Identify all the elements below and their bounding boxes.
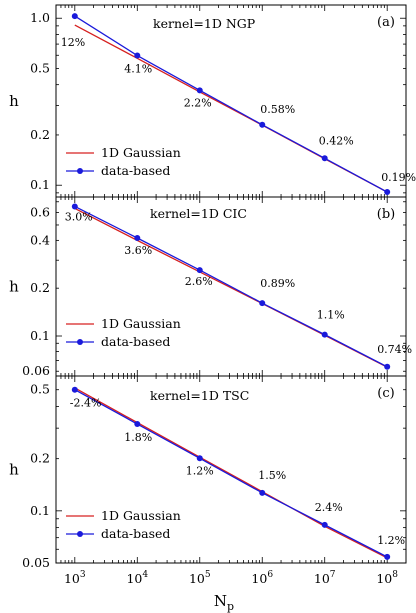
x-axis-label: Np — [214, 592, 234, 613]
kernel-label: kernel=1D TSC — [150, 388, 249, 403]
y-tick-label: 0.2 — [30, 280, 50, 295]
panel-tag: (c) — [377, 386, 394, 401]
x-tick-label: 103 — [64, 570, 86, 586]
y-tick-label: 0.1 — [30, 177, 50, 192]
y-tick-label: 1.0 — [30, 10, 50, 25]
data-point — [259, 489, 266, 496]
legend-label: data-based — [101, 526, 170, 541]
y-tick-label: 0.1 — [30, 328, 50, 343]
x-tick-exponent: 5 — [205, 570, 211, 580]
data-point — [259, 121, 266, 128]
legend-label: data-based — [101, 163, 170, 178]
panel-2: 0.6 0.4 0.2 0.1 0.06 h kernel=1D CIC (b) 3.0% 3.6… — [9, 196, 412, 378]
x-tick-label: 104 — [126, 570, 148, 586]
data-point — [196, 455, 203, 462]
data-point — [384, 553, 391, 560]
y-tick-label: 0.1 — [30, 503, 50, 518]
annotation-label: 1.2% — [186, 464, 214, 477]
series-line-data-based — [74, 389, 388, 558]
data-point — [384, 363, 391, 370]
annotation-label: 0.58% — [260, 103, 295, 116]
annotation-label: -2.4% — [70, 397, 102, 410]
x-axis-label-subscript: p — [227, 600, 234, 613]
panel-3: 0.5 0.2 0.1 0.05 h kernel=1D TSC (c) -2.4% 1.8% 1… — [9, 375, 407, 613]
series-line-gaussian — [74, 387, 388, 559]
y-tick-label: 0.4 — [30, 232, 50, 247]
x-tick-exponent: 3 — [80, 570, 86, 580]
series-line-data-based — [74, 205, 388, 368]
x-tick-exponent: 6 — [267, 570, 273, 580]
y-tick-label: 0.5 — [30, 60, 50, 75]
data-point — [71, 386, 78, 393]
annotation-label: 3.6% — [124, 244, 152, 257]
panel-tag: (a) — [377, 15, 395, 30]
annotation-label: 1.1% — [317, 309, 345, 322]
panel-1: 1.0 0.5 0.2 0.1 h kernel=1D NGP (a) 12% 4.1% 2.2%… — [9, 4, 416, 198]
annotation-label: 0.42% — [319, 134, 354, 147]
annotation-label: 1.8% — [124, 431, 152, 444]
legend-label: 1D Gaussian — [101, 145, 181, 160]
y-tick-label: 0.5 — [30, 382, 50, 397]
legend-label: 1D Gaussian — [101, 316, 181, 331]
annotation-label: 4.1% — [124, 63, 152, 76]
y-tick-label: 0.05 — [22, 555, 50, 570]
annotation-label: 2.6% — [185, 275, 213, 288]
annotation-label: 1.5% — [258, 469, 286, 482]
legend-marker — [77, 339, 83, 345]
data-point — [134, 52, 141, 59]
annotation-label: 0.89% — [260, 277, 295, 290]
x-tick-label: 108 — [376, 570, 398, 586]
kernel-label: kernel=1D CIC — [150, 206, 247, 221]
data-point — [321, 331, 328, 338]
legend-marker — [77, 168, 83, 174]
legend-label: data-based — [101, 334, 170, 349]
annotation-label: 12% — [61, 36, 85, 49]
annotation-label: 2.2% — [184, 96, 212, 109]
legend-marker — [77, 531, 83, 537]
series-line-data-based — [74, 15, 388, 193]
y-tick-label: 0.6 — [30, 204, 50, 219]
data-point — [196, 87, 203, 94]
data-point — [71, 203, 78, 210]
legend-label: 1D Gaussian — [101, 508, 181, 523]
x-tick-exponent: 4 — [142, 570, 148, 580]
data-point — [321, 521, 328, 528]
kernel-label: kernel=1D NGP — [153, 16, 255, 31]
data-point — [259, 300, 266, 307]
y-axis-label: h — [9, 461, 19, 479]
data-point — [134, 421, 141, 428]
annotation-label: 3.0% — [65, 210, 93, 223]
x-tick-exponent: 8 — [392, 570, 398, 580]
data-point — [384, 189, 391, 196]
annotation-label: 0.74% — [377, 343, 412, 356]
data-point — [134, 234, 141, 241]
x-tick-exponent: 7 — [330, 570, 336, 580]
data-point — [196, 267, 203, 274]
x-tick-label: 105 — [189, 570, 211, 586]
x-tick-label: 106 — [251, 570, 273, 586]
y-axis-label: h — [9, 92, 19, 110]
y-axis-label: h — [9, 278, 19, 296]
y-tick-label: 0.2 — [30, 127, 50, 142]
data-point — [321, 155, 328, 162]
y-tick-label: 0.06 — [22, 363, 50, 378]
x-tick-label: 107 — [314, 570, 336, 586]
panel-frame — [55, 375, 407, 564]
annotation-label: 0.19% — [381, 171, 416, 184]
annotation-label: 1.2% — [377, 534, 405, 547]
y-tick-label: 0.2 — [30, 451, 50, 466]
annotation-label: 2.4% — [315, 501, 343, 514]
data-point — [71, 13, 78, 20]
panel-tag: (b) — [377, 207, 395, 222]
